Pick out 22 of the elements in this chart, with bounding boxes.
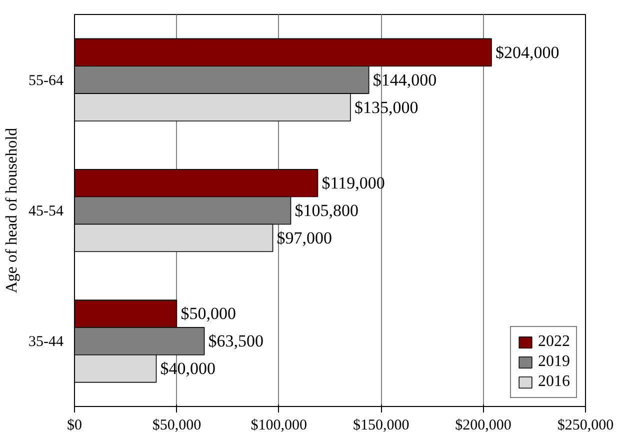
data-label: $119,000 [322,174,385,193]
y-tick-label: 45-54 [28,204,64,220]
y-tick-label: 35-44 [28,334,64,350]
data-label: $135,000 [354,98,418,117]
x-tick-label: $50,000 [152,418,202,434]
data-label: $63,500 [208,332,264,351]
data-label: $105,800 [294,201,359,220]
legend-label: 2022 [538,333,570,351]
y-tick-label: 55-64 [28,72,64,89]
data-label: $97,000 [276,228,332,248]
legend-label: 2019 [538,353,570,371]
data-label: $50,000 [180,304,236,324]
legend-label: 2016 [538,373,570,391]
data-label: $40,000 [160,359,216,378]
x-tick-label: $100,000 [250,418,308,434]
x-tick-label: $250,000 [557,418,614,434]
data-label: $144,000 [372,70,437,90]
x-tick-label: $200,000 [455,418,512,434]
data-label: $204,000 [495,42,560,62]
y-axis-title: Age of head of household [4,128,21,294]
x-tick-label: $0 [67,418,82,434]
x-tick-label: $150,000 [352,418,410,434]
